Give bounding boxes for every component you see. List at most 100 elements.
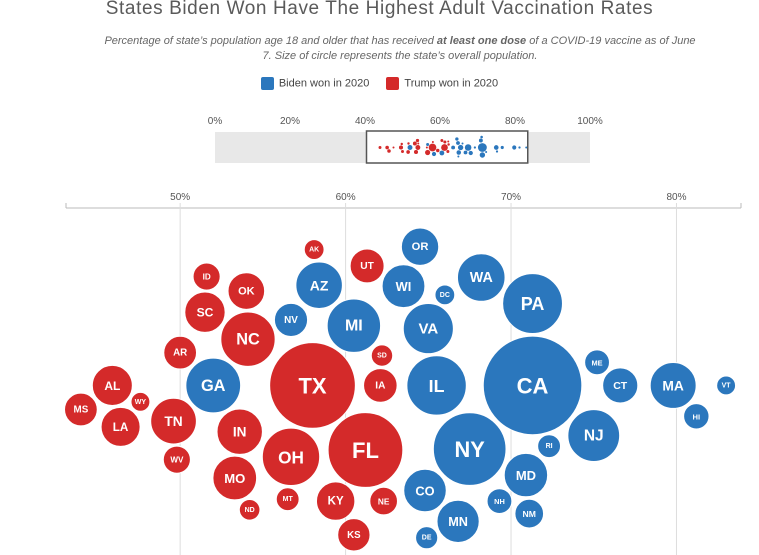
state-circle-mi[interactable] <box>326 298 382 353</box>
state-circle-tx[interactable] <box>269 342 356 429</box>
state-circle-oh[interactable] <box>261 427 321 486</box>
state-bubble-ny[interactable]: NY <box>432 412 507 486</box>
state-circle-ok[interactable] <box>227 272 266 310</box>
state-circle-sd[interactable] <box>370 344 394 367</box>
state-bubble-de[interactable]: DE <box>415 526 439 550</box>
state-bubble-tx[interactable]: TX <box>269 342 356 429</box>
overview-strip[interactable]: 0% 20% 40% 60% 80% 100% <box>208 116 603 164</box>
state-circle-ms[interactable] <box>64 392 98 427</box>
state-bubble-in[interactable]: IN <box>216 408 263 455</box>
state-circle-nc[interactable] <box>220 311 276 367</box>
state-circle-id[interactable] <box>192 262 221 291</box>
state-bubble-fl[interactable]: FL <box>327 412 404 488</box>
state-bubble-ut[interactable]: UT <box>349 248 385 284</box>
state-bubble-pa[interactable]: PA <box>502 273 563 334</box>
state-bubble-id[interactable]: ID <box>192 262 221 291</box>
state-bubble-ca[interactable]: CA <box>482 335 583 436</box>
state-bubble-oh[interactable]: OH <box>261 427 321 486</box>
state-bubble-al[interactable]: AL <box>91 364 133 406</box>
state-bubble-or[interactable]: OR <box>400 227 440 266</box>
state-circle-nv[interactable] <box>273 302 309 337</box>
state-circle-ky[interactable] <box>315 481 356 521</box>
state-bubble-ar[interactable]: AR <box>163 335 198 370</box>
state-circle-mt[interactable] <box>275 487 300 512</box>
state-bubble-wv[interactable]: WV <box>162 445 191 474</box>
state-bubble-ga[interactable]: GA <box>185 357 242 414</box>
state-bubble-ct[interactable]: CT <box>602 367 639 404</box>
state-circle-md[interactable] <box>503 452 549 498</box>
state-bubble-dc[interactable]: DC <box>434 284 456 306</box>
state-bubble-md[interactable]: MD <box>503 452 549 498</box>
state-bubble-sc[interactable]: SC <box>184 291 226 333</box>
state-bubble-nj[interactable]: NJ <box>567 409 621 462</box>
state-bubble-az[interactable]: AZ <box>295 261 343 309</box>
state-bubble-nh[interactable]: NH <box>486 488 513 515</box>
state-circle-mo[interactable] <box>212 455 258 501</box>
state-bubble-vt[interactable]: VT <box>716 375 737 396</box>
state-bubble-nv[interactable]: NV <box>273 302 309 337</box>
state-bubble-ak[interactable]: AK <box>303 239 325 260</box>
state-bubble-wa[interactable]: WA <box>456 253 506 302</box>
state-bubble-mi[interactable]: MI <box>326 298 382 353</box>
state-bubble-co[interactable]: CO <box>403 468 447 513</box>
state-bubble-ma[interactable]: MA <box>649 361 697 409</box>
state-circle-tn[interactable] <box>150 397 197 445</box>
state-circle-fl[interactable] <box>327 412 404 488</box>
state-bubble-nc[interactable]: NC <box>220 311 276 367</box>
state-bubble-wy[interactable]: WY <box>130 391 151 412</box>
state-bubble-ks[interactable]: KS <box>337 518 371 552</box>
state-bubble-la[interactable]: LA <box>100 406 141 447</box>
state-circle-ri[interactable] <box>537 434 562 459</box>
state-circle-wi[interactable] <box>381 264 426 309</box>
state-circle-or[interactable] <box>400 227 440 266</box>
state-circle-sc[interactable] <box>184 291 226 333</box>
state-circle-vt[interactable] <box>716 375 737 396</box>
state-circle-il[interactable] <box>406 355 467 416</box>
legend-item-biden[interactable]: Biden won in 2020 <box>260 77 369 90</box>
state-bubble-tn[interactable]: TN <box>150 397 197 445</box>
state-circle-nd[interactable] <box>238 498 261 521</box>
state-circle-mn[interactable] <box>436 499 480 543</box>
state-bubble-ne[interactable]: NE <box>369 486 398 516</box>
state-bubble-nm[interactable]: NM <box>514 498 545 529</box>
state-bubble-ok[interactable]: OK <box>227 272 266 310</box>
state-circle-al[interactable] <box>91 364 133 406</box>
state-circle-ga[interactable] <box>185 357 242 414</box>
state-bubble-ky[interactable]: KY <box>315 481 356 521</box>
state-circle-wv[interactable] <box>162 445 191 474</box>
state-circle-ar[interactable] <box>163 335 198 370</box>
state-bubble-mo[interactable]: MO <box>212 455 258 501</box>
state-bubble-me[interactable]: ME <box>584 349 610 376</box>
state-bubble-ms[interactable]: MS <box>64 392 98 427</box>
state-circle-ca[interactable] <box>482 335 583 436</box>
state-circle-ny[interactable] <box>432 412 507 486</box>
state-circle-va[interactable] <box>402 303 454 355</box>
state-circle-me[interactable] <box>584 349 610 376</box>
state-bubble-sd[interactable]: SD <box>370 344 394 367</box>
state-bubble-wi[interactable]: WI <box>381 264 426 309</box>
state-circle-dc[interactable] <box>434 284 456 306</box>
state-circle-nj[interactable] <box>567 409 621 462</box>
state-circle-ma[interactable] <box>649 361 697 409</box>
state-circle-nm[interactable] <box>514 498 545 529</box>
state-circle-ct[interactable] <box>602 367 639 404</box>
state-circle-az[interactable] <box>295 261 343 309</box>
state-circle-wy[interactable] <box>130 391 151 412</box>
state-bubble-nd[interactable]: ND <box>238 498 261 521</box>
state-circle-nh[interactable] <box>486 488 513 515</box>
state-circle-pa[interactable] <box>502 273 563 334</box>
state-bubble-ia[interactable]: IA <box>363 368 398 403</box>
state-bubble-va[interactable]: VA <box>402 303 454 355</box>
state-circle-la[interactable] <box>100 406 141 447</box>
state-bubble-mt[interactable]: MT <box>275 487 300 512</box>
state-circle-ne[interactable] <box>369 486 398 516</box>
state-circle-ak[interactable] <box>303 239 325 260</box>
state-circle-co[interactable] <box>403 468 447 513</box>
state-circle-ia[interactable] <box>363 368 398 403</box>
state-circle-hi[interactable] <box>683 403 710 430</box>
state-bubble-mn[interactable]: MN <box>436 499 480 543</box>
legend-item-trump[interactable]: Trump won in 2020 <box>386 77 498 90</box>
state-bubble-il[interactable]: IL <box>406 355 467 416</box>
state-bubble-hi[interactable]: HI <box>683 403 710 430</box>
state-circle-wa[interactable] <box>456 253 506 302</box>
